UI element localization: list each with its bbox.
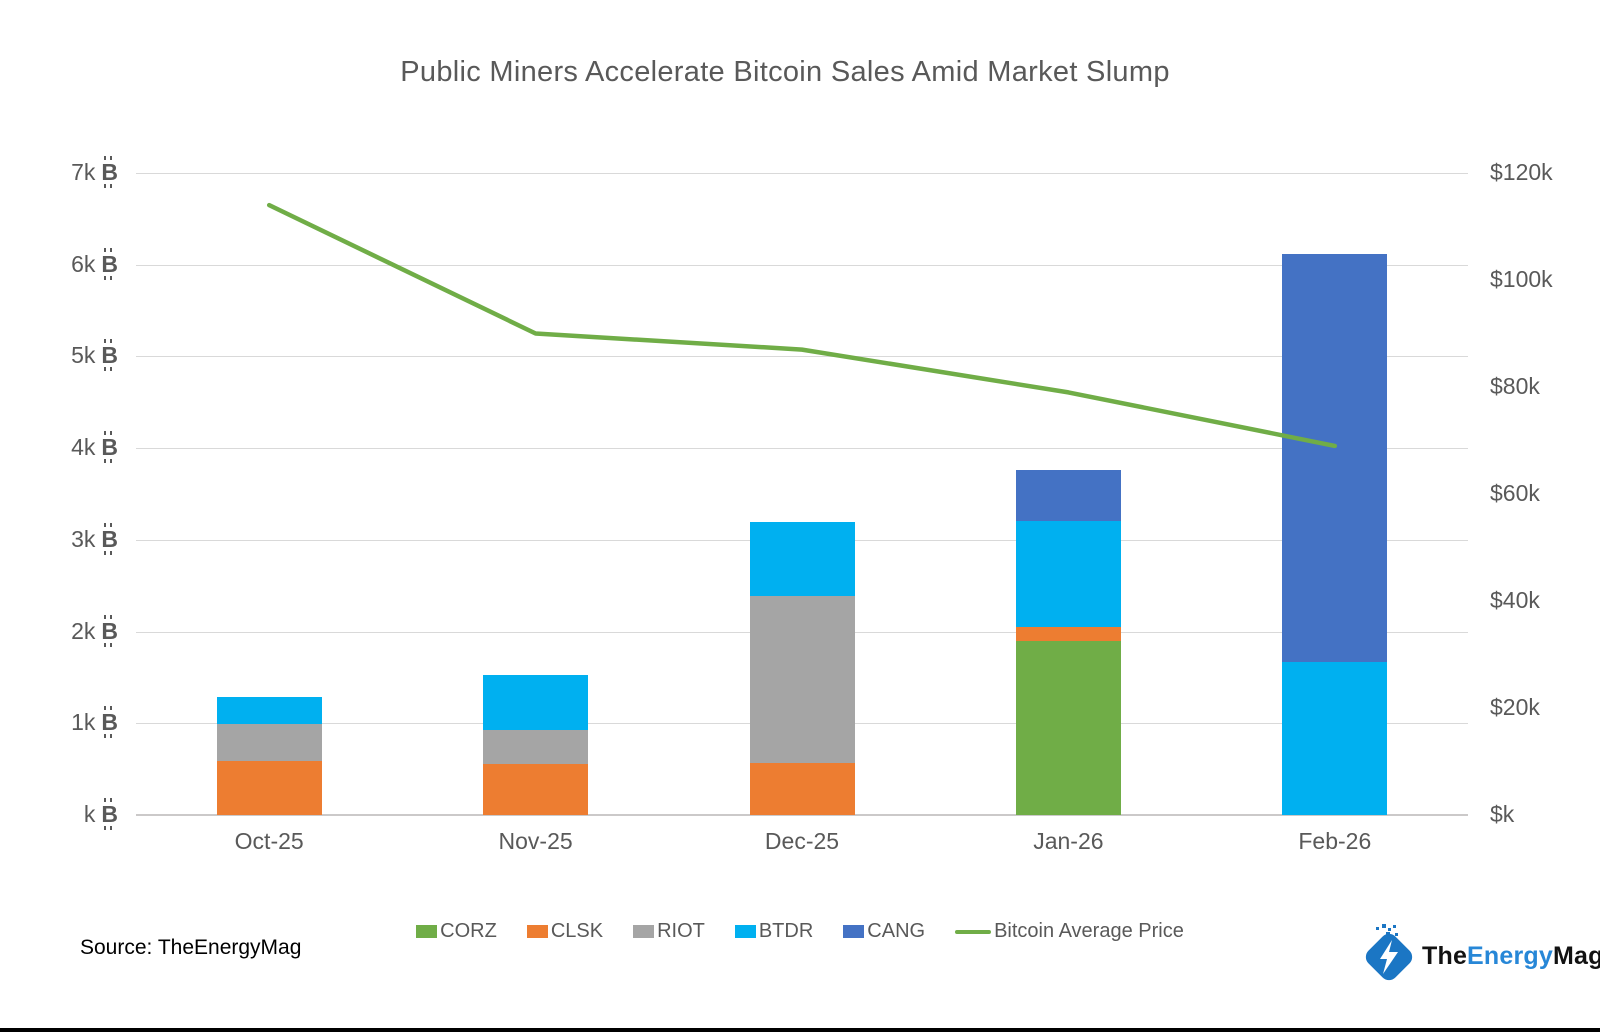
gridline xyxy=(136,448,1468,450)
bar-segment-riot-oct-25 xyxy=(216,724,322,761)
legend-color-swatch xyxy=(416,925,438,938)
legend-label: RIOT xyxy=(657,920,705,942)
bottom-border xyxy=(0,1028,1600,1032)
legend-color-swatch xyxy=(526,925,548,938)
legend-label: CANG xyxy=(867,920,926,942)
bitcoin-symbol: B xyxy=(101,706,118,739)
lightning-bolt-diamond-icon xyxy=(1362,924,1416,984)
legend-item-bitcoin-average-price: Bitcoin Average Price xyxy=(955,920,1184,943)
right-axis-tick: $20k xyxy=(1490,694,1540,720)
bar-segment-clsk-oct-25 xyxy=(216,760,322,815)
x-axis-label-dec-25: Dec-25 xyxy=(764,828,840,854)
x-axis-label-oct-25: Oct-25 xyxy=(234,828,304,854)
gridline xyxy=(136,356,1468,358)
right-axis-tick: $100k xyxy=(1490,266,1553,292)
bar-segment-clsk-dec-25 xyxy=(749,762,855,815)
bar-segment-clsk-jan-26 xyxy=(1015,626,1121,641)
bitcoin-symbol: B xyxy=(101,247,118,280)
x-axis-label-feb-26: Feb-26 xyxy=(1298,828,1372,854)
legend-item-clsk: CLSK xyxy=(526,920,604,943)
legend-item-cang: CANG xyxy=(843,920,925,943)
price-line xyxy=(266,202,1338,449)
bitcoin-average-price-line xyxy=(266,202,1338,449)
lightning-bolt-icon xyxy=(1380,940,1398,974)
bar-segment-btdr-feb-26 xyxy=(1282,661,1388,815)
legend-label: CORZ xyxy=(440,920,497,942)
plot-area xyxy=(136,173,1468,816)
bar-segment-btdr-nov-25 xyxy=(483,674,589,730)
legend-item-btdr: BTDR xyxy=(734,920,814,943)
x-axis-label-jan-26: Jan-26 xyxy=(1033,828,1104,854)
legend-color-swatch xyxy=(843,925,865,938)
legend-color-swatch xyxy=(633,925,655,938)
bitcoin-symbol: B xyxy=(101,522,118,555)
left-axis-tick: 3k B xyxy=(71,522,118,555)
legend-item-riot: RIOT xyxy=(633,920,705,943)
left-axis-tick: 4k B xyxy=(71,431,118,464)
bar-segment-riot-nov-25 xyxy=(483,729,589,764)
left-axis-tick: 2k B xyxy=(71,614,118,647)
right-axis-tick: $k xyxy=(1490,801,1515,827)
right-axis-tick: $120k xyxy=(1490,159,1553,185)
bar-segment-cang-jan-26 xyxy=(1015,470,1121,521)
left-axis-tick: 7k B xyxy=(71,156,118,188)
legend-label: Bitcoin Average Price xyxy=(994,920,1184,942)
theenergymag-logo: TheEnergyMag xyxy=(1358,922,1600,992)
bitcoin-symbol: B xyxy=(101,156,118,188)
legend-label: BTDR xyxy=(758,920,814,942)
source-note: Source: TheEnergyMag xyxy=(80,936,302,959)
left-axis-tick: 5k B xyxy=(71,339,118,372)
chart-title: Public Miners Accelerate Bitcoin Sales A… xyxy=(400,56,1170,88)
bitcoin-symbol: B xyxy=(101,798,118,830)
right-axis-tick: $80k xyxy=(1490,373,1540,399)
right-axis-tick: $40k xyxy=(1490,587,1540,613)
bar-segment-btdr-oct-25 xyxy=(216,696,322,725)
logo-wordmark: TheEnergyMag xyxy=(1422,942,1600,970)
legend: CORZ CLSK RIOT BTDR CANG Bitcoin Average Pric… xyxy=(0,920,1600,943)
x-axis-line xyxy=(136,814,1468,816)
x-axis-label-nov-25: Nov-25 xyxy=(498,828,573,854)
bitcoin-symbol: B xyxy=(101,614,118,647)
bar-segment-btdr-dec-25 xyxy=(749,521,855,596)
bar-segment-riot-dec-25 xyxy=(749,595,855,763)
bar-segment-clsk-nov-25 xyxy=(483,763,589,815)
gridline xyxy=(136,264,1468,266)
bar-segment-cang-feb-26 xyxy=(1282,253,1388,662)
bitcoin-symbol: B xyxy=(101,431,118,464)
right-axis-tick: $60k xyxy=(1490,480,1540,506)
legend-label: CLSK xyxy=(550,920,604,942)
bitcoin-symbol: B xyxy=(101,339,118,372)
bar-segment-corz-jan-26 xyxy=(1015,640,1121,815)
left-axis-tick: 6k B xyxy=(71,247,118,280)
legend-line-swatch xyxy=(955,929,992,934)
left-axis-tick: 1k B xyxy=(71,706,118,739)
gridline xyxy=(136,173,1468,174)
legend-item-corz: CORZ xyxy=(416,920,497,943)
legend-color-swatch xyxy=(734,925,756,938)
bar-segment-btdr-jan-26 xyxy=(1015,520,1121,627)
